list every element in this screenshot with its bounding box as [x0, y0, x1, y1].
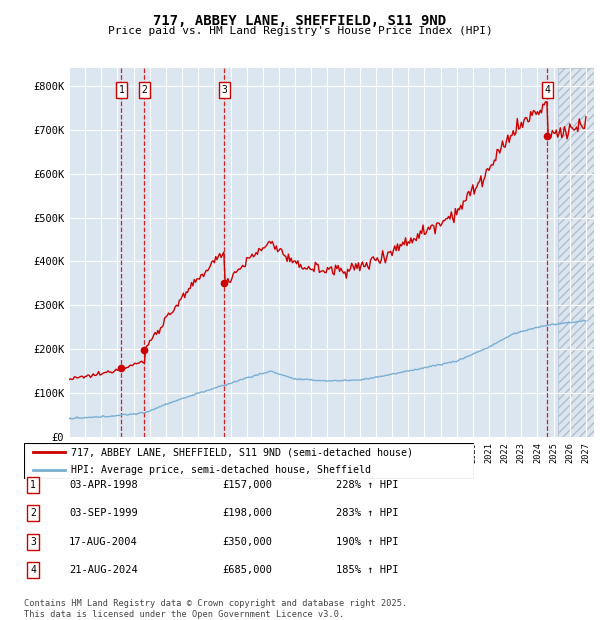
FancyBboxPatch shape — [24, 443, 474, 479]
Text: 3: 3 — [221, 85, 227, 95]
Text: Price paid vs. HM Land Registry's House Price Index (HPI): Price paid vs. HM Land Registry's House … — [107, 26, 493, 36]
Text: Contains HM Land Registry data © Crown copyright and database right 2025.
This d: Contains HM Land Registry data © Crown c… — [24, 600, 407, 619]
Text: 1: 1 — [30, 480, 36, 490]
Text: 2: 2 — [30, 508, 36, 518]
Text: 21-AUG-2024: 21-AUG-2024 — [69, 565, 138, 575]
Text: HPI: Average price, semi-detached house, Sheffield: HPI: Average price, semi-detached house,… — [71, 464, 371, 475]
Text: 717, ABBEY LANE, SHEFFIELD, S11 9ND: 717, ABBEY LANE, SHEFFIELD, S11 9ND — [154, 14, 446, 28]
Text: 03-SEP-1999: 03-SEP-1999 — [69, 508, 138, 518]
Text: £350,000: £350,000 — [222, 537, 272, 547]
Text: £157,000: £157,000 — [222, 480, 272, 490]
Text: 185% ↑ HPI: 185% ↑ HPI — [336, 565, 398, 575]
Text: 17-AUG-2004: 17-AUG-2004 — [69, 537, 138, 547]
Text: 228% ↑ HPI: 228% ↑ HPI — [336, 480, 398, 490]
Text: 4: 4 — [30, 565, 36, 575]
Bar — [559, 68, 594, 437]
Text: 3: 3 — [30, 537, 36, 547]
Text: 283% ↑ HPI: 283% ↑ HPI — [336, 508, 398, 518]
Bar — [559, 68, 594, 437]
Text: 1: 1 — [119, 85, 124, 95]
Text: £685,000: £685,000 — [222, 565, 272, 575]
Text: 717, ABBEY LANE, SHEFFIELD, S11 9ND (semi-detached house): 717, ABBEY LANE, SHEFFIELD, S11 9ND (sem… — [71, 448, 413, 458]
Text: 190% ↑ HPI: 190% ↑ HPI — [336, 537, 398, 547]
Text: 4: 4 — [545, 85, 550, 95]
Text: 2: 2 — [142, 85, 148, 95]
Text: 03-APR-1998: 03-APR-1998 — [69, 480, 138, 490]
Text: £198,000: £198,000 — [222, 508, 272, 518]
